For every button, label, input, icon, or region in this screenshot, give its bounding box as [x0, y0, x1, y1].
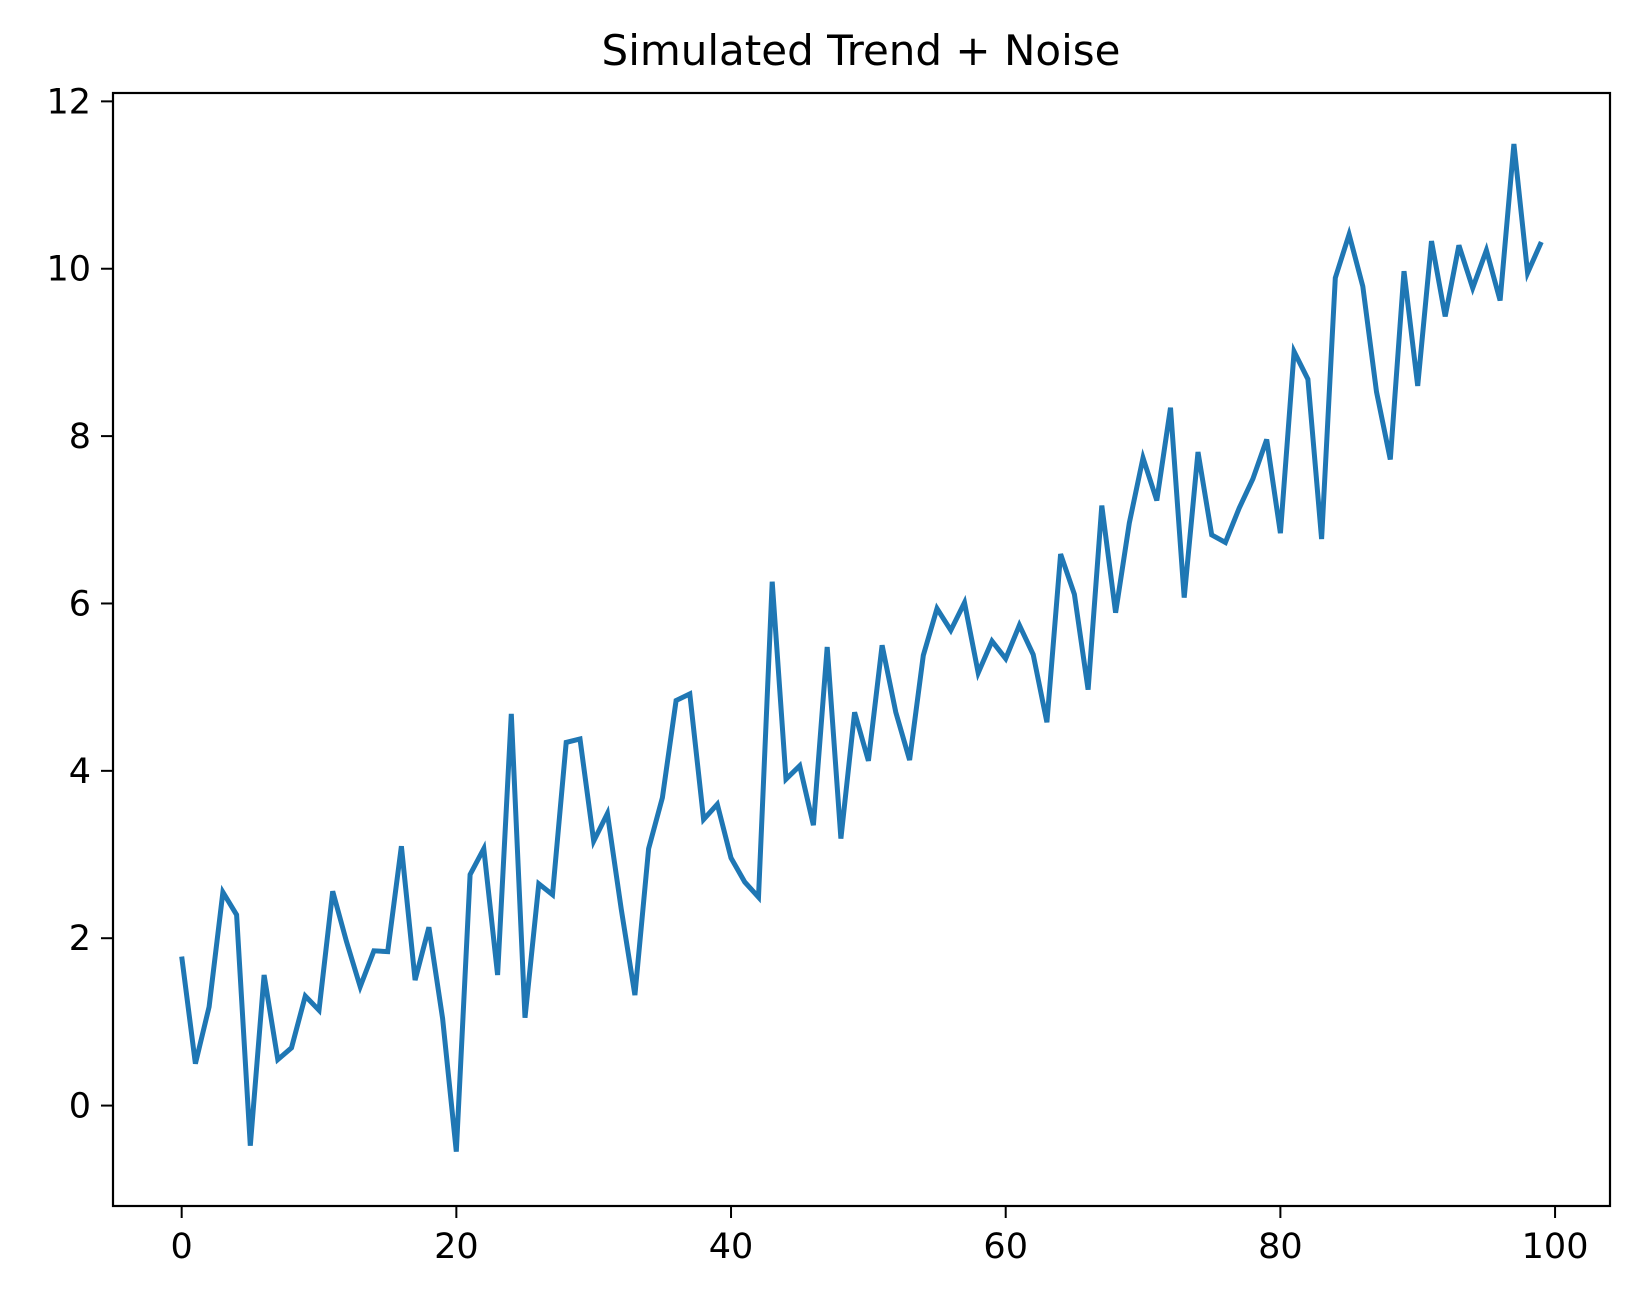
series-line	[179, 143, 1544, 1152]
x-axis: 0 20 40 60 80 100	[171, 1206, 1589, 1267]
x-tick-label: 60	[983, 1227, 1028, 1267]
y-tick-label: 6	[69, 584, 91, 624]
plot-frame	[111, 91, 1612, 1208]
y-tick-label: 0	[69, 1087, 91, 1127]
x-tick-label: 80	[1258, 1227, 1303, 1267]
x-tick-label: 0	[171, 1227, 193, 1267]
plot-area	[179, 143, 1544, 1152]
x-tick-label: 40	[709, 1227, 754, 1267]
y-tick-label: 2	[69, 919, 91, 959]
x-tick-label: 100	[1522, 1227, 1589, 1267]
y-tick-label: 12	[46, 82, 91, 122]
y-axis: 0 2 4 6 8 10 12	[46, 82, 113, 1127]
chart-title: Simulated Trend + Noise	[602, 26, 1121, 75]
x-tick-label: 20	[434, 1227, 479, 1267]
y-tick-label: 8	[69, 417, 91, 457]
y-tick-label: 10	[46, 250, 91, 290]
y-tick-label: 4	[69, 752, 91, 792]
